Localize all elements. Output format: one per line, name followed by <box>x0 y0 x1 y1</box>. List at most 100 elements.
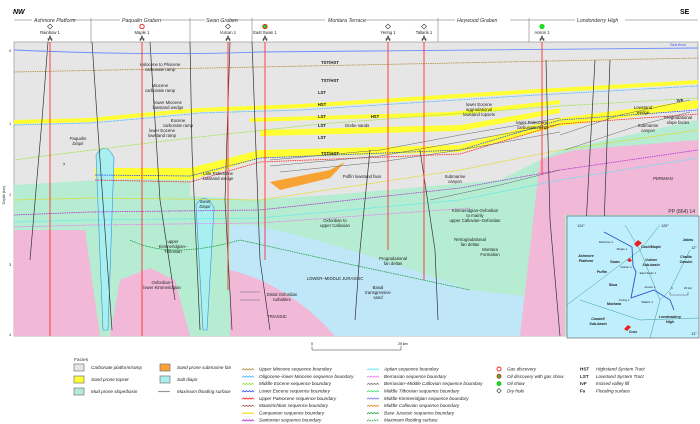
svg-text:canyon: canyon <box>641 128 655 133</box>
boundary-swatch <box>241 411 255 415</box>
svg-text:carbonate ramp: carbonate ramp <box>517 125 548 130</box>
boundary-swatch <box>366 419 380 422</box>
well-legend-label: Oil discovery with gas show <box>507 374 564 379</box>
svg-text:Rainbow 1: Rainbow 1 <box>599 240 614 244</box>
svg-text:carbonate ramp: carbonate ramp <box>145 67 176 72</box>
svg-text:upper Callovian: upper Callovian <box>320 223 350 228</box>
svg-text:sand: sand <box>373 295 383 300</box>
svg-text:Anson 1: Anson 1 <box>644 285 655 289</box>
mfs-label: Maximum flooding surface <box>177 389 231 394</box>
svg-text:1: 1 <box>9 121 12 126</box>
well-east-swan-1: East Swan 1 <box>253 23 277 42</box>
dry-hole-icon <box>225 23 231 30</box>
boundary-label: Maximum flooding surface <box>384 418 438 423</box>
svg-text:Puffin lowstand fans: Puffin lowstand fans <box>343 174 381 179</box>
well-tallaris-1: Tallaris 1 <box>416 23 433 42</box>
svg-text:lower Paleocene: lower Paleocene <box>516 120 548 125</box>
svg-text:canyon: canyon <box>448 179 462 184</box>
province-swan-graben: Swan Graben <box>206 18 238 24</box>
svg-text:lower Miocene: lower Miocene <box>154 100 182 105</box>
svg-text:LST: LST <box>318 135 326 140</box>
derrick-icon <box>47 35 53 42</box>
boundary-label: Base Jurassic sequence boundary <box>384 410 455 415</box>
boundary-swatch <box>366 390 380 393</box>
well-label: Rainbow 1 <box>40 30 60 35</box>
dry-hole-icon <box>47 23 53 30</box>
svg-text:Vulcan 1: Vulcan 1 <box>620 265 632 269</box>
well-anson-1: Anson 1 <box>534 23 550 42</box>
svg-text:Puffin: Puffin <box>597 270 607 274</box>
dry-hole-icon <box>385 23 391 30</box>
svg-text:TRIASSIC: TRIASSIC <box>267 314 287 319</box>
boundary-label: Upper Miocene sequence boundary <box>259 367 332 372</box>
svg-text:12°: 12° <box>691 246 697 250</box>
boundary-swatch <box>241 404 255 408</box>
well-label: Yering 1 <box>380 30 396 35</box>
boundary-label: Upper Paleocene sequence boundary <box>259 396 337 401</box>
facies-label: Carbonate platform/ramp <box>91 365 143 370</box>
svg-text:Kimmeridgian-Oxfordian: Kimmeridgian-Oxfordian <box>452 208 499 213</box>
abbrev-label: Highstand System Tract <box>596 367 645 372</box>
facies-label: Sand prone topset <box>91 377 129 382</box>
svg-text:lowstand wedge: lowstand wedge <box>153 105 184 110</box>
svg-text:HST: HST <box>371 114 380 119</box>
svg-text:Submarine: Submarine <box>638 123 659 128</box>
direction-se: SE <box>680 9 690 16</box>
svg-text:wedge: wedge <box>637 110 650 115</box>
svg-text:Challis: Challis <box>680 255 692 259</box>
boundary-label: Middle Callovian sequence boundary <box>384 403 460 408</box>
boundary-swatch <box>241 397 255 400</box>
svg-text:Tallaris 1: Tallaris 1 <box>641 300 653 304</box>
well-legend-label: Oil show <box>507 381 525 386</box>
facies-label: Mud prone slope/basin <box>91 389 138 394</box>
svg-text:lowstand topsets: lowstand topsets <box>463 112 495 117</box>
svg-text:Yering 1: Yering 1 <box>619 298 630 302</box>
svg-text:3: 3 <box>9 262 12 267</box>
svg-text:Retrogradational: Retrogradational <box>454 237 486 242</box>
svg-text:Cassini: Cassini <box>680 260 693 264</box>
svg-text:aggradational: aggradational <box>466 107 492 112</box>
svg-text:13°: 13° <box>691 332 697 336</box>
svg-text:Platform: Platform <box>579 259 594 263</box>
boundary-swatch <box>366 397 380 400</box>
svg-text:20 km: 20 km <box>684 286 693 290</box>
well-status-icon <box>139 23 145 30</box>
svg-text:2: 2 <box>9 192 12 197</box>
wells: Rainbow 1 Maple 1 Vulcan 1 East Swan 1 Yerin… <box>40 23 550 42</box>
svg-text:slope facies: slope facies <box>667 120 690 125</box>
abbrev-code: IvF <box>580 381 587 386</box>
legend-title: Facies <box>74 357 89 363</box>
facies-swatch <box>73 363 85 372</box>
svg-text:LOWER–MIDDLE JURASSIC: LOWER–MIDDLE JURASSIC <box>307 276 364 281</box>
facies-label: Salt diapir <box>177 377 198 382</box>
svg-text:lower Eocene: lower Eocene <box>149 128 176 133</box>
location-map-inset: 124° 125° 12° 13° Cash/Maple Jabiru Challi… <box>566 215 700 339</box>
abbrev-label: Incised valley fill <box>596 381 630 386</box>
svg-text:0: 0 <box>671 286 673 290</box>
svg-text:Swan: Swan <box>610 260 619 264</box>
boundary-label: Middle Kimmeridgian sequence boundary <box>384 396 469 401</box>
well-legend-label: Gas discovery <box>507 367 537 372</box>
well-status-icon <box>262 23 268 30</box>
boundary-label: Santonian sequence boundary <box>259 418 322 423</box>
facies-swatch <box>159 375 171 384</box>
boundary-label: Middle Tithonian sequence boundary <box>384 389 460 394</box>
svg-text:HST: HST <box>318 102 327 107</box>
svg-text:Montara: Montara <box>482 247 498 252</box>
boundary-label: Aptian sequence boundary <box>383 367 439 372</box>
svg-text:TST/HST: TST/HST <box>321 151 339 156</box>
facies-swatch <box>159 363 171 372</box>
derrick-icon <box>225 35 231 42</box>
svg-text:Miocene: Miocene <box>152 83 169 88</box>
province-londonderry-high: Londonderry High <box>577 18 618 24</box>
province-heywood-graben: Heywood Graben <box>457 18 497 24</box>
svg-text:upper Callovian–Oxfordian: upper Callovian–Oxfordian <box>450 218 501 223</box>
boundary-swatch <box>241 375 255 378</box>
svg-text:Paqualin: Paqualin <box>70 136 87 141</box>
derrick-icon <box>421 35 427 42</box>
svg-text:Formation: Formation <box>480 252 500 257</box>
well-status-icon <box>539 23 545 30</box>
province-paqualin-graben: Paqualin Graben <box>122 18 161 24</box>
well-label: Tallaris 1 <box>416 30 433 35</box>
